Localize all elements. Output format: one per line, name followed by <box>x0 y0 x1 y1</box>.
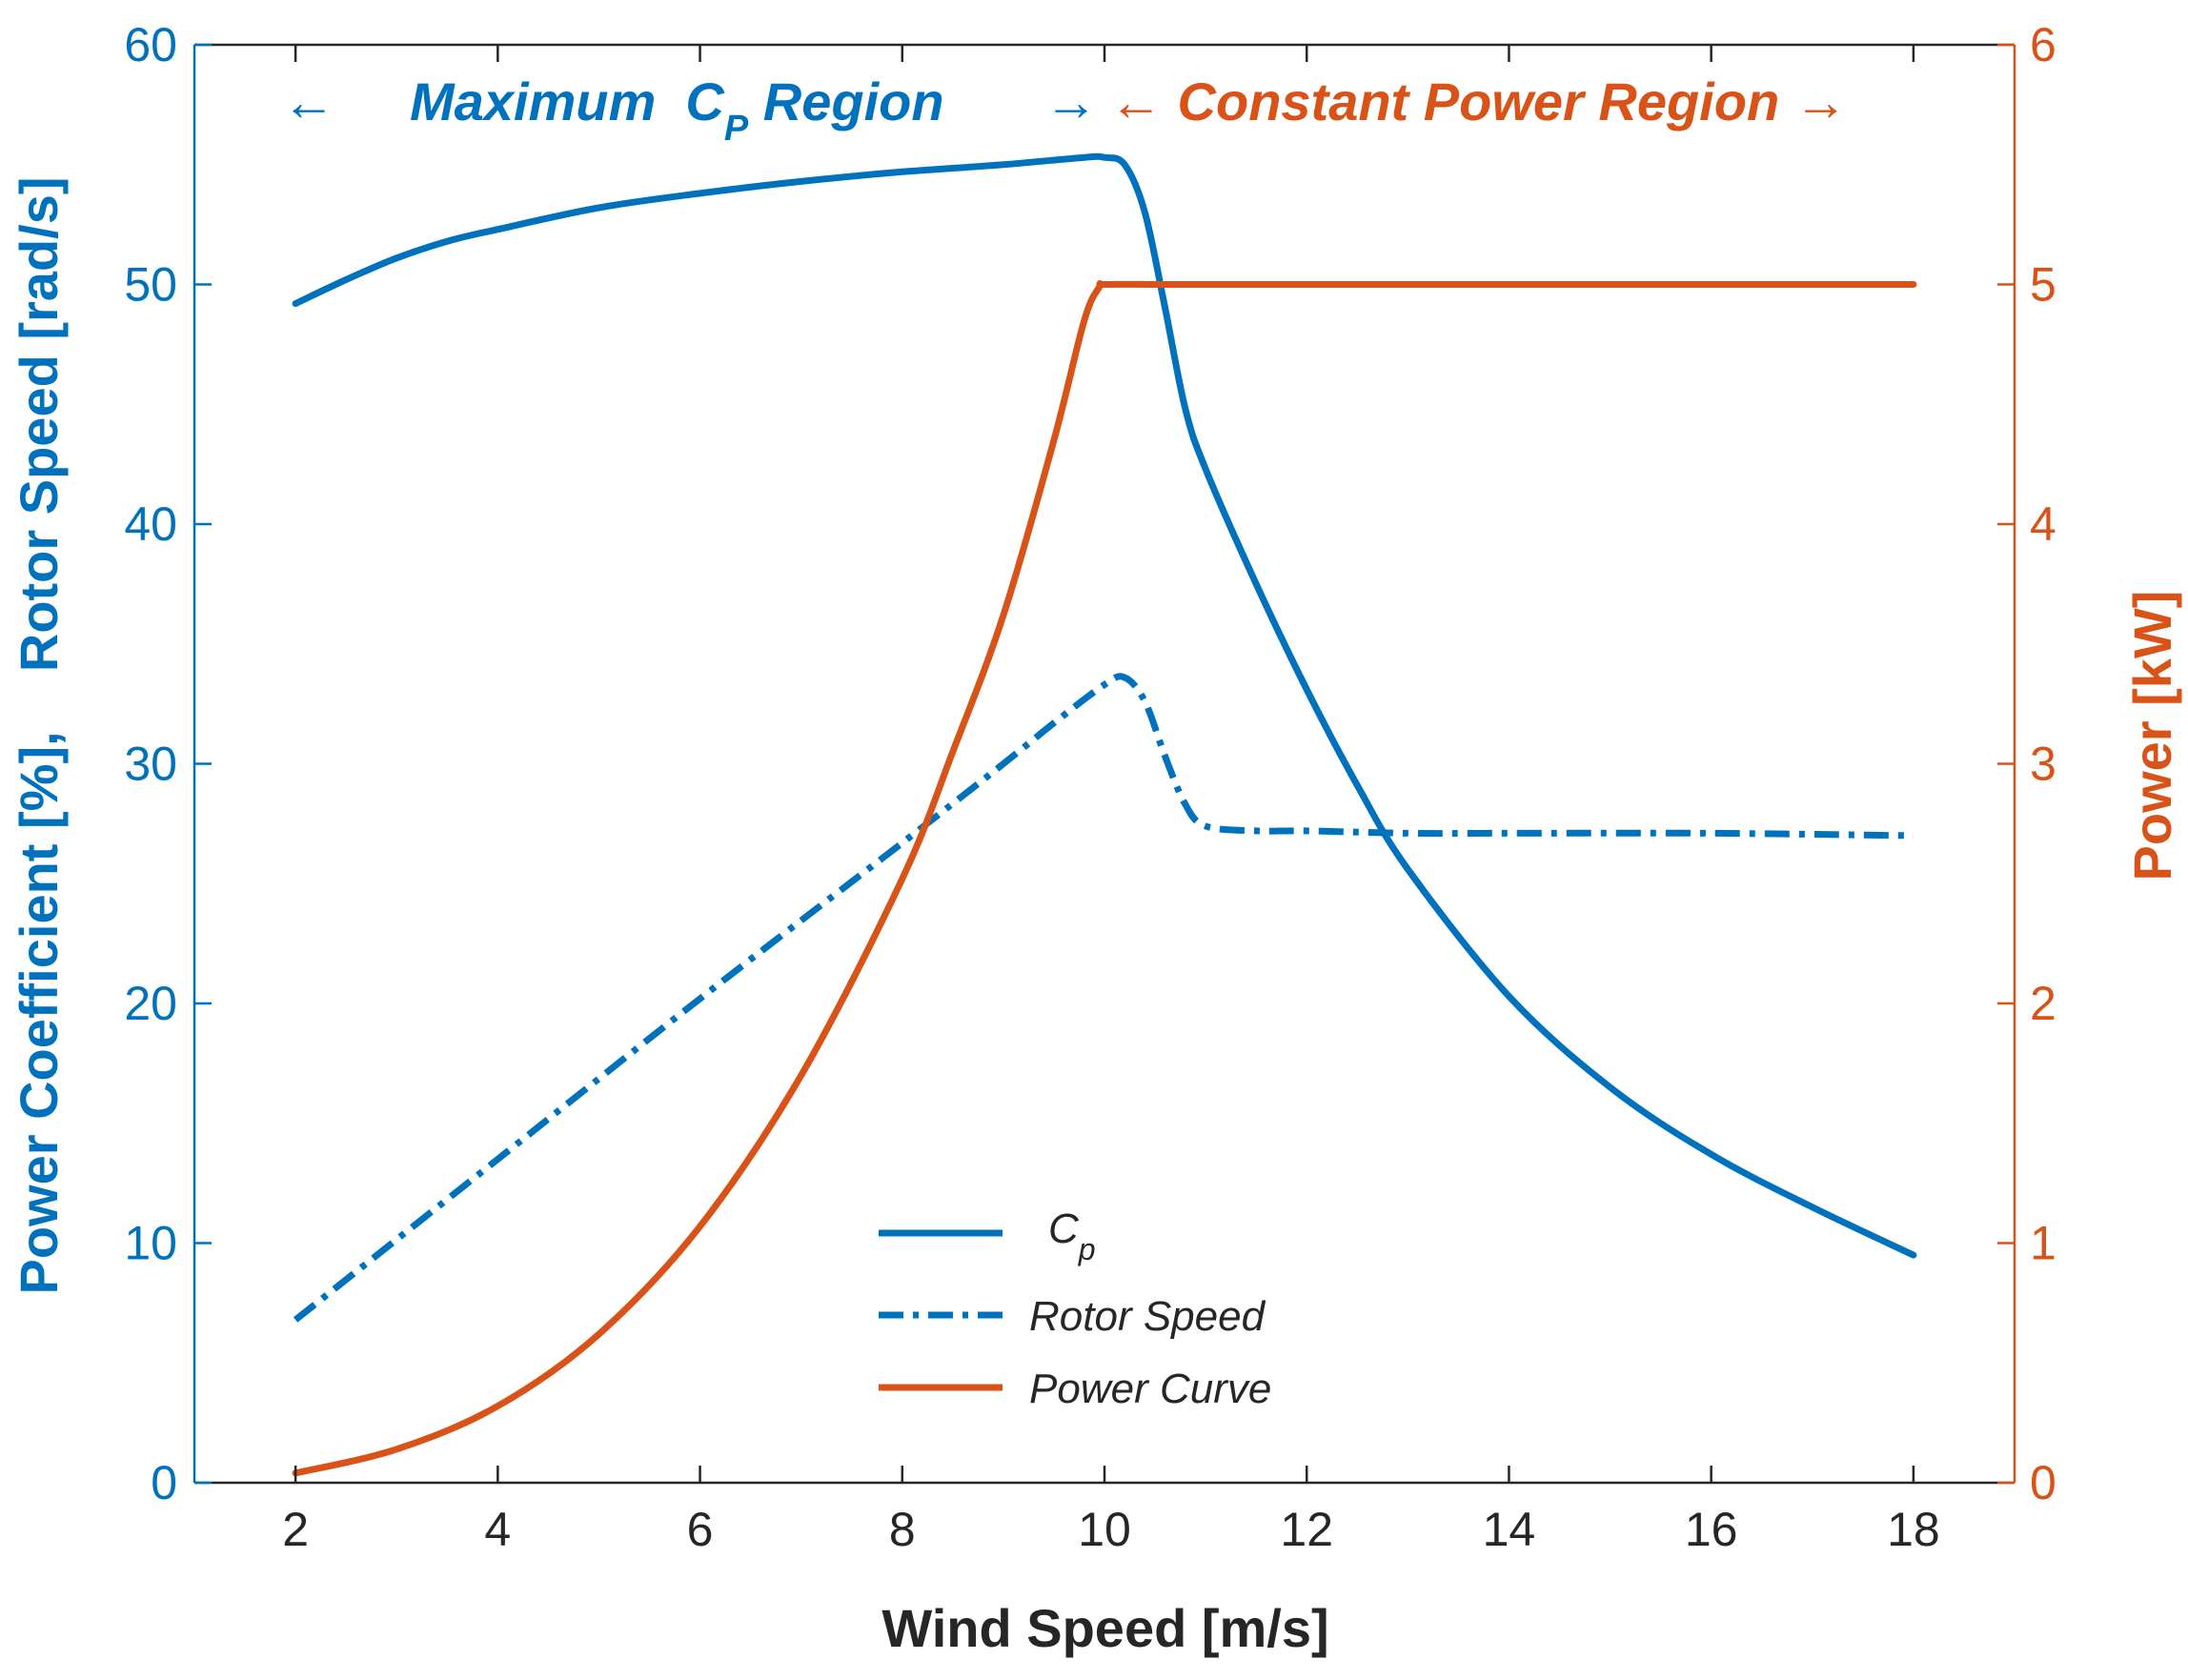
legend-label-cp-main: C <box>1048 1205 1080 1252</box>
y-left-tick-label: 20 <box>124 977 177 1030</box>
y-right-tick-label: 3 <box>2030 738 2056 791</box>
y-axis-left-title: Power Coefficient [%], Rotor Speed [rad/… <box>9 176 69 1294</box>
x-tick-label: 4 <box>484 1503 511 1556</box>
legend-label-cp-sub: p <box>1078 1232 1096 1266</box>
x-tick-label: 16 <box>1685 1503 1738 1556</box>
y-left-tick-label: 50 <box>124 258 177 312</box>
y-right-tick-label: 1 <box>2030 1217 2056 1270</box>
y-left-tick-label: 30 <box>124 738 177 791</box>
y-right-tick-label: 0 <box>2030 1456 2056 1509</box>
y-left-tick-label: 10 <box>124 1217 177 1270</box>
y-left-tick-label: 40 <box>124 497 177 551</box>
region-max-cp-main: Maximum C <box>410 71 725 132</box>
y-right-tick-label: 6 <box>2030 18 2056 71</box>
legend: Cp Rotor Speed Power Curve <box>879 1205 1271 1412</box>
legend-label-power-curve: Power Curve <box>1029 1366 1271 1412</box>
region-max-cp-tail: Region <box>748 71 943 132</box>
y-right-tick-label: 4 <box>2030 497 2056 551</box>
x-tick-label: 2 <box>282 1503 309 1556</box>
y-right-tick-label: 5 <box>2030 258 2056 312</box>
x-tick-label: 18 <box>1887 1503 1940 1556</box>
region-max-cp-label: Maximum CP Region <box>410 71 944 149</box>
region-annotation-constant-power: ← Constant Power Region → <box>1109 71 1848 132</box>
x-tick-label: 6 <box>687 1503 714 1556</box>
x-tick-label: 10 <box>1078 1503 1131 1556</box>
region-max-cp-sub: P <box>724 109 749 149</box>
y-left-tick-label: 60 <box>124 18 177 71</box>
series-power-curve-line <box>292 280 1917 1477</box>
region-annotation-max-cp: ← Maximum CP Region → <box>282 71 1098 149</box>
x-tick-label: 14 <box>1483 1503 1536 1556</box>
legend-label-cp: Cp <box>1048 1205 1096 1266</box>
x-tick-label: 8 <box>889 1503 916 1556</box>
region-arrow-right: → <box>1044 71 1098 132</box>
x-tick-label: 12 <box>1280 1503 1333 1556</box>
y-left-tick-label: 0 <box>151 1456 177 1509</box>
y-right-tick-label: 2 <box>2030 977 2056 1030</box>
y-axis-right-title: Power [kW] <box>2122 591 2182 881</box>
x-axis-title: Wind Speed [m/s] <box>881 1598 1328 1658</box>
series-rotor-speed-line <box>293 673 1914 1323</box>
series-layer <box>292 152 1917 1477</box>
plot-frame <box>192 43 2016 1485</box>
region-arrow-left: ← <box>282 71 335 132</box>
legend-label-rotor-speed: Rotor Speed <box>1029 1293 1266 1340</box>
series-cp-line <box>292 152 1917 1259</box>
